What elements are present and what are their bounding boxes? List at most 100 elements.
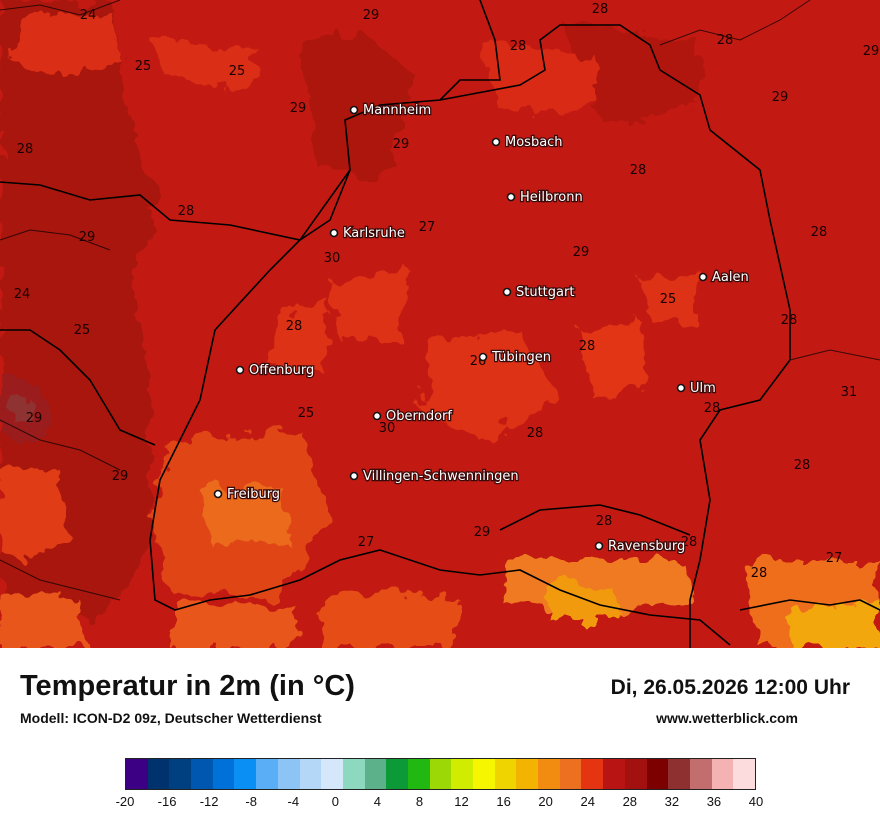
temperature-values: 24 29 28 28 29 25 25 28 29 29 28 29 28 28 29 27 29 28 30 24… xyxy=(14,2,880,581)
city-marker: Tübingen xyxy=(478,349,552,366)
city-dot xyxy=(594,541,604,551)
city-dot xyxy=(506,192,516,202)
temperature-value: 28 xyxy=(592,2,609,17)
legend-swatch xyxy=(516,759,539,789)
legend-swatch xyxy=(364,759,387,789)
legend-swatch xyxy=(538,759,560,789)
city-label: Heilbronn xyxy=(520,190,583,205)
temperature-value: 24 xyxy=(80,8,97,23)
city-dot xyxy=(478,352,488,362)
legend-swatch xyxy=(386,759,408,789)
city-label: Offenburg xyxy=(249,363,314,378)
temperature-value: 28 xyxy=(751,566,768,581)
city-dot xyxy=(349,471,359,481)
temperature-value: 29 xyxy=(112,469,129,484)
temperature-value: 28 xyxy=(811,225,828,240)
city-dot xyxy=(491,137,501,147)
city-label: Karlsruhe xyxy=(343,226,405,241)
temperature-value: 28 xyxy=(781,313,798,328)
legend-swatch xyxy=(342,759,365,789)
temperature-value: 25 xyxy=(660,292,677,307)
city-marker: Offenburg xyxy=(235,362,316,379)
color-legend xyxy=(125,758,756,790)
city-label: Mosbach xyxy=(505,135,563,150)
city-marker: Mosbach xyxy=(491,134,564,151)
legend-tick-label: 4 xyxy=(373,794,382,809)
temperature-value: 28 xyxy=(630,163,647,178)
city-label: Ravensburg xyxy=(608,539,685,554)
city-label: Villingen-Schwenningen xyxy=(363,469,519,484)
temperature-value: 28 xyxy=(717,33,734,48)
legend-tick-label: -4 xyxy=(287,794,300,809)
temperature-value: 28 xyxy=(579,339,596,354)
city-label: Aalen xyxy=(712,270,749,285)
temperature-value: 28 xyxy=(596,514,613,529)
legend-swatch xyxy=(473,759,495,789)
city-dot xyxy=(676,383,686,393)
cities: Mannheim Mosbach Heilbronn Karlsruhe Aalen St… xyxy=(213,102,750,555)
temperature-value: 30 xyxy=(324,251,341,266)
city-dot xyxy=(349,105,359,115)
region-borders xyxy=(0,0,880,601)
temperature-value: 29 xyxy=(79,230,96,245)
temperature-value: 28 xyxy=(17,142,34,157)
city-marker: Villingen-Schwenningen xyxy=(349,468,520,485)
legend-swatch xyxy=(559,759,582,789)
legend-tick-label: 36 xyxy=(706,794,722,809)
legend-swatch xyxy=(581,759,604,789)
city-marker: Aalen xyxy=(698,269,750,286)
legend-tick-label: 28 xyxy=(622,794,638,809)
forecast-datetime: Di, 26.05.2026 12:00 Uhr xyxy=(610,676,850,699)
legend-tick-label: -20 xyxy=(115,794,135,809)
city-label: Oberndorf xyxy=(386,409,452,424)
legend-swatch xyxy=(191,759,213,789)
website-link[interactable]: www.wetterblick.com xyxy=(656,710,798,726)
legend-swatch xyxy=(494,759,517,789)
temperature-value: 28 xyxy=(178,204,195,219)
city-dot xyxy=(329,228,339,238)
temperature-value: 25 xyxy=(298,406,315,421)
map-title: Temperatur in 2m (in °C) xyxy=(20,670,355,702)
city-dot xyxy=(235,365,245,375)
legend-tick-label: 24 xyxy=(580,794,595,809)
legend-tick-label: -12 xyxy=(199,794,219,809)
country-borders xyxy=(0,0,880,648)
cool-zones xyxy=(0,10,880,648)
temperature-value: 28 xyxy=(794,458,811,473)
legend-tick-label: -16 xyxy=(157,794,177,809)
city-dot xyxy=(372,411,382,421)
city-label: Ulm xyxy=(690,381,716,396)
city-marker: Heilbronn xyxy=(506,189,584,206)
city-marker: Ravensburg xyxy=(594,538,687,555)
legend-swatch xyxy=(147,759,170,789)
temperature-value: 25 xyxy=(74,323,91,338)
temperature-value: 29 xyxy=(26,411,43,426)
legend-swatch xyxy=(668,759,690,789)
legend-swatch xyxy=(321,759,343,789)
city-marker: Ulm xyxy=(676,380,717,397)
city-label: Tübingen xyxy=(491,350,551,365)
legend-tick-label: 0 xyxy=(331,794,339,809)
legend-swatch xyxy=(733,759,755,789)
legend-swatch xyxy=(212,759,235,789)
temperature-value: 28 xyxy=(286,319,303,334)
legend-tick-label: 8 xyxy=(415,794,424,809)
legend-swatch xyxy=(234,759,257,789)
legend-swatch xyxy=(711,759,734,789)
city-dot xyxy=(698,272,708,282)
city-dot xyxy=(502,287,512,297)
temperature-value: 24 xyxy=(14,287,31,302)
legend-swatch xyxy=(624,759,647,789)
temperature-value: 29 xyxy=(363,8,380,23)
legend-tick-label: -8 xyxy=(245,794,257,809)
legend-swatch xyxy=(689,759,712,789)
legend-ticks: -20 -16 -12 -8 -4 0 4 8 12 16 20 24 28 32 36 40 xyxy=(116,794,764,814)
city-marker: Mannheim xyxy=(349,102,432,119)
legend-swatch xyxy=(299,759,322,789)
city-dot xyxy=(213,489,223,499)
temperature-value: 31 xyxy=(841,385,858,400)
temperature-value: 27 xyxy=(358,535,375,550)
temperature-value: 29 xyxy=(573,245,590,260)
city-marker: Freiburg xyxy=(213,486,281,503)
legend-swatch xyxy=(169,759,192,789)
